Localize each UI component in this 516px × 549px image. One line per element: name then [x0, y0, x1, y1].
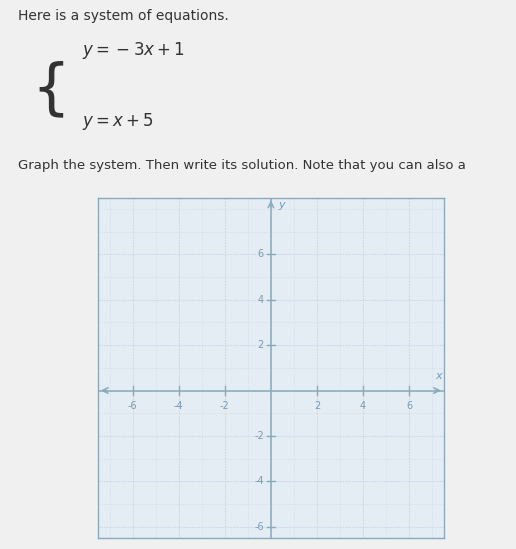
Text: $y=-3x+1$: $y=-3x+1$: [82, 40, 185, 61]
Text: 6: 6: [258, 249, 264, 259]
Text: Here is a system of equations.: Here is a system of equations.: [18, 9, 229, 24]
Text: {: {: [32, 60, 71, 119]
Text: -4: -4: [174, 401, 184, 411]
Text: Graph the system. Then write its solution. Note that you can also a: Graph the system. Then write its solutio…: [18, 159, 466, 172]
Text: $y=x+5$: $y=x+5$: [82, 111, 154, 132]
Text: 6: 6: [406, 401, 412, 411]
Text: x: x: [435, 372, 442, 382]
Text: 2: 2: [257, 340, 264, 350]
Text: -2: -2: [254, 431, 264, 441]
Text: -4: -4: [254, 477, 264, 486]
Text: 4: 4: [360, 401, 366, 411]
Text: y: y: [278, 200, 284, 210]
Text: -6: -6: [254, 522, 264, 531]
Text: -2: -2: [220, 401, 230, 411]
Text: 4: 4: [258, 295, 264, 305]
Text: -6: -6: [128, 401, 137, 411]
Text: 2: 2: [314, 401, 320, 411]
